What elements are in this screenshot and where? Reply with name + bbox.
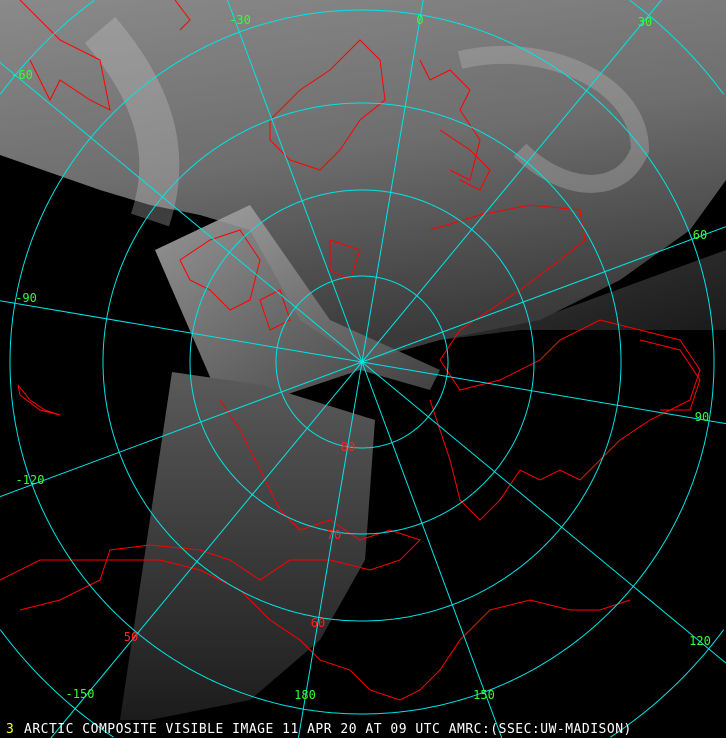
longitude-label: -90 bbox=[15, 291, 37, 305]
meridian--180 bbox=[297, 361, 363, 738]
coastline-alaska bbox=[0, 559, 631, 701]
coastline-chukotka bbox=[639, 339, 701, 411]
longitude-label: 180 bbox=[294, 688, 316, 702]
cloud-swirl bbox=[457, 45, 650, 193]
imagery-panel-canada bbox=[155, 205, 440, 400]
imagery bbox=[0, 0, 726, 720]
frame-number: 3 bbox=[6, 722, 14, 737]
latitude-circle-80 bbox=[275, 275, 449, 449]
coastlines bbox=[0, 0, 701, 701]
meridian-90 bbox=[361, 361, 726, 425]
coastline-siberia bbox=[429, 204, 701, 521]
longitude-label: 60 bbox=[692, 228, 708, 242]
longitude-label: -120 bbox=[15, 473, 45, 487]
longitude-label: -60 bbox=[11, 68, 33, 82]
latitude-label: 60 bbox=[310, 616, 326, 630]
meridian-0 bbox=[361, 0, 424, 363]
image-caption: ARCTIC COMPOSITE VISIBLE IMAGE 11 APR 20… bbox=[24, 722, 632, 737]
meridian-60 bbox=[361, 226, 726, 363]
meridian-30 bbox=[361, 0, 662, 363]
coastline-svalbard bbox=[439, 129, 491, 191]
latitude-circle-50 bbox=[9, 9, 715, 715]
meridian--90 bbox=[0, 300, 363, 363]
meridian-150 bbox=[361, 361, 503, 738]
coastline-iceland bbox=[19, 0, 191, 111]
latitude-label: 50 bbox=[123, 630, 139, 644]
latitude-circle-60 bbox=[102, 102, 622, 622]
imagery-right-siberia bbox=[440, 250, 726, 340]
latitude-circle-70 bbox=[189, 189, 535, 535]
longitude-label: 90 bbox=[694, 410, 710, 424]
meridian--60 bbox=[0, 62, 363, 363]
coastline-scandinavia bbox=[419, 59, 481, 181]
meridian--120 bbox=[0, 361, 363, 498]
meridian--150 bbox=[50, 361, 363, 738]
coastline-greenland bbox=[269, 39, 386, 171]
longitude-label: 120 bbox=[689, 634, 711, 648]
latitude-label: 70 bbox=[326, 528, 342, 542]
longitude-label: 150 bbox=[473, 688, 495, 702]
cloud-band bbox=[84, 16, 180, 227]
longitude-label: -150 bbox=[65, 687, 95, 701]
coastline-canadian-archipelago bbox=[179, 229, 361, 331]
imagery-strip-pacific bbox=[120, 372, 375, 720]
meridian-120 bbox=[361, 361, 726, 664]
meridian--30 bbox=[226, 0, 363, 363]
longitude-label: -30 bbox=[229, 13, 251, 27]
coastline-banks-island bbox=[17, 384, 61, 416]
latitude-label: 80 bbox=[340, 440, 356, 454]
longitude-label: 0 bbox=[416, 13, 424, 27]
longitude-label: 30 bbox=[637, 15, 653, 29]
